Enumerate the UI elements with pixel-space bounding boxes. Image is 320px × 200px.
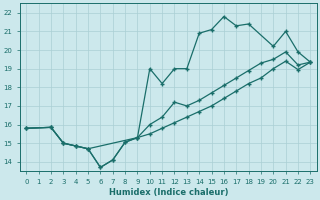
X-axis label: Humidex (Indice chaleur): Humidex (Indice chaleur) [108, 188, 228, 197]
